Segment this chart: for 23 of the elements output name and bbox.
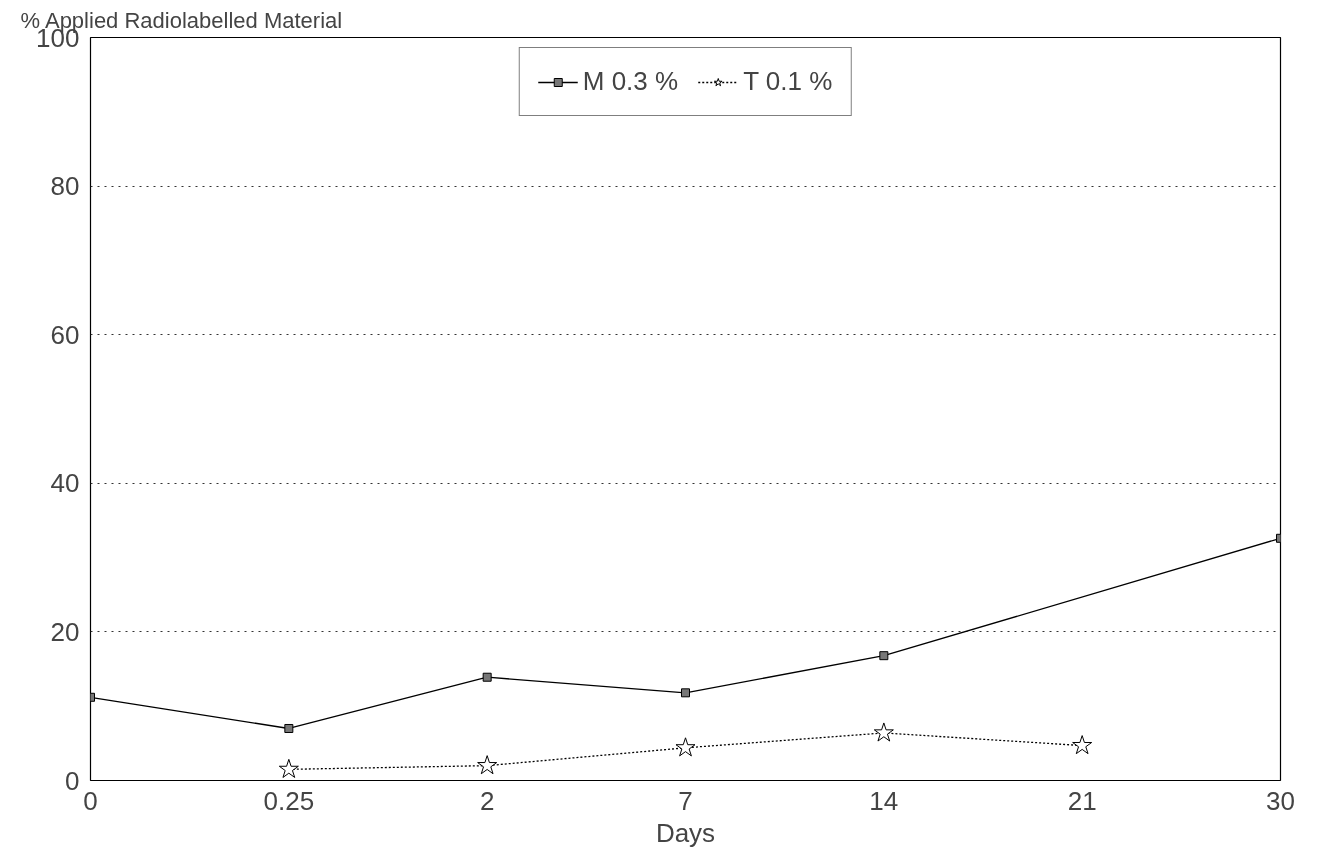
point — [681, 688, 690, 698]
point — [675, 737, 696, 757]
legend-label: M 0.3 % — [582, 66, 679, 97]
y-tick-label: 80 — [50, 171, 80, 202]
x-tick-label: 21 — [1067, 785, 1097, 816]
point — [278, 758, 299, 778]
legend-label: T 0.1 % — [743, 66, 833, 97]
x-axis-title: Days — [655, 817, 716, 848]
x-tick-label: 0.25 — [263, 785, 315, 816]
point — [477, 755, 498, 775]
x-tick-label: 14 — [869, 785, 899, 816]
point — [284, 723, 294, 733]
point — [873, 722, 894, 742]
point — [879, 651, 889, 661]
x-tick-label: 7 — [678, 785, 693, 816]
y-tick-label: 0 — [65, 765, 80, 796]
point — [482, 672, 492, 682]
x-tick-label: 30 — [1266, 785, 1295, 816]
y-tick-label: 20 — [50, 616, 80, 647]
x-tick-label: 2 — [479, 785, 495, 816]
point — [1072, 735, 1093, 755]
y-tick-label: 60 — [50, 319, 80, 350]
y-tick-label: 40 — [50, 468, 80, 499]
